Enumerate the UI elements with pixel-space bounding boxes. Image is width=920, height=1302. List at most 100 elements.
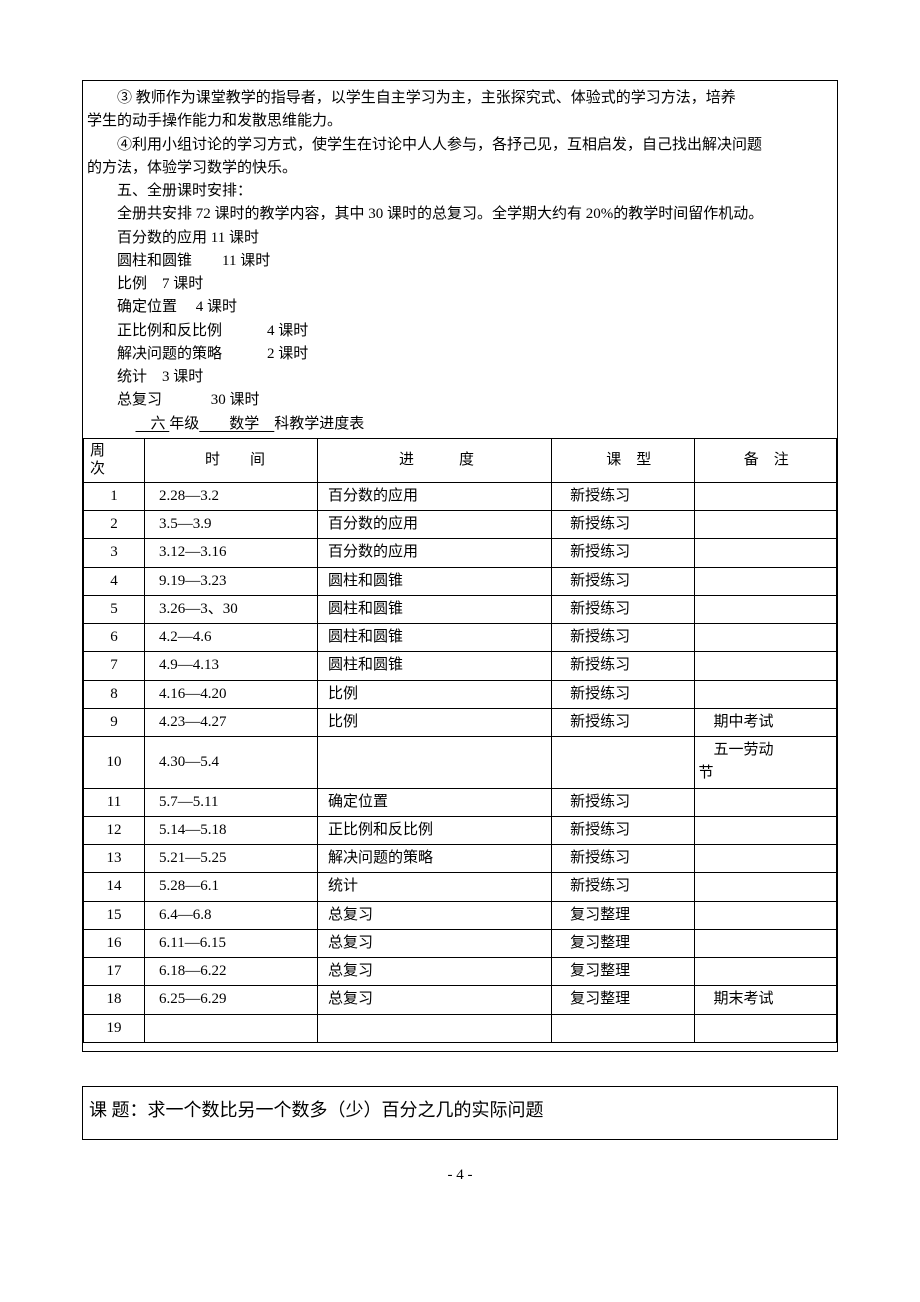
cell-type: 复习整理 xyxy=(552,958,694,986)
cell-time: 5.21—5.25 xyxy=(145,845,318,873)
cell-progress xyxy=(318,1014,552,1042)
cell-time: 4.30—5.4 xyxy=(145,737,318,789)
col-header-week: 周次 xyxy=(84,438,145,482)
cell-note xyxy=(694,567,836,595)
cell-progress: 正比例和反比例 xyxy=(318,816,552,844)
table-row: 145.28—6.1统计新授练习 xyxy=(84,873,837,901)
cell-type: 新授练习 xyxy=(552,873,694,901)
col-header-time: 时 间 xyxy=(145,438,318,482)
cell-week: 17 xyxy=(84,958,145,986)
cell-time: 2.28—3.2 xyxy=(145,482,318,510)
cell-week: 8 xyxy=(84,680,145,708)
cell-time: 3.26—3、30 xyxy=(145,595,318,623)
cell-time: 6.18—6.22 xyxy=(145,958,318,986)
cell-progress: 总复习 xyxy=(318,929,552,957)
lesson-topic-box: 课 题：求一个数比另一个数多（少）百分之几的实际问题 xyxy=(82,1086,838,1140)
cell-week: 11 xyxy=(84,788,145,816)
cell-week: 4 xyxy=(84,567,145,595)
cell-progress: 解决问题的策略 xyxy=(318,845,552,873)
cell-progress: 确定位置 xyxy=(318,788,552,816)
document-page: ③ 教师作为课堂教学的指导者，以学生自主学习为主，主张探究式、体验式的学习方法，… xyxy=(0,0,920,1227)
table-row: 176.18—6.22总复习复习整理 xyxy=(84,958,837,986)
paragraph-4-cont: 的方法，体验学习数学的快乐。 xyxy=(83,157,837,180)
cell-progress: 比例 xyxy=(318,708,552,736)
cell-progress: 百分数的应用 xyxy=(318,482,552,510)
cell-week: 15 xyxy=(84,901,145,929)
cell-note xyxy=(694,511,836,539)
cell-week: 7 xyxy=(84,652,145,680)
paragraph-4: ④利用小组讨论的学习方式，使学生在讨论中人人参与，各抒己见，互相启发，自己找出解… xyxy=(83,134,837,157)
cell-week: 3 xyxy=(84,539,145,567)
table-row: 23.5—3.9百分数的应用新授练习 xyxy=(84,511,837,539)
cell-time: 9.19—3.23 xyxy=(145,567,318,595)
paragraph-3: ③ 教师作为课堂教学的指导者，以学生自主学习为主，主张探究式、体验式的学习方法，… xyxy=(83,87,837,110)
schedule-grade-suffix: 年级 xyxy=(169,416,199,432)
cell-time xyxy=(145,1014,318,1042)
cell-time: 3.12—3.16 xyxy=(145,539,318,567)
cell-progress: 总复习 xyxy=(318,986,552,1014)
cell-time: 4.23—4.27 xyxy=(145,708,318,736)
cell-progress: 圆柱和圆锥 xyxy=(318,624,552,652)
heading-5: 五、全册课时安排： xyxy=(83,180,837,203)
cell-note xyxy=(694,901,836,929)
table-row: 53.26—3、30圆柱和圆锥新授练习 xyxy=(84,595,837,623)
cell-progress: 百分数的应用 xyxy=(318,539,552,567)
cell-week: 10 xyxy=(84,737,145,789)
cell-note xyxy=(694,539,836,567)
table-row: 115.7—5.11确定位置新授练习 xyxy=(84,788,837,816)
cell-type: 新授练习 xyxy=(552,816,694,844)
table-row: 156.4—6.8总复习复习整理 xyxy=(84,901,837,929)
paragraph-3-cont: 学生的动手操作能力和发散思维能力。 xyxy=(83,110,837,133)
cell-time: 4.9—4.13 xyxy=(145,652,318,680)
table-row: 125.14—5.18正比例和反比例新授练习 xyxy=(84,816,837,844)
cell-week: 9 xyxy=(84,708,145,736)
cell-type: 新授练习 xyxy=(552,511,694,539)
cell-type: 新授练习 xyxy=(552,595,694,623)
cell-progress: 圆柱和圆锥 xyxy=(318,652,552,680)
cell-progress: 总复习 xyxy=(318,958,552,986)
schedule-table: 周次时 间进 度课 型备 注12.28—3.2百分数的应用新授练习23.5—3.… xyxy=(83,438,837,1043)
cell-week: 5 xyxy=(84,595,145,623)
table-row: 12.28—3.2百分数的应用新授练习 xyxy=(84,482,837,510)
cell-time: 4.2—4.6 xyxy=(145,624,318,652)
cell-week: 1 xyxy=(84,482,145,510)
table-row: 19 xyxy=(84,1014,837,1042)
cell-type: 复习整理 xyxy=(552,901,694,929)
arrangement-item-8: 总复习 30 课时 xyxy=(83,389,837,412)
cell-type: 新授练习 xyxy=(552,680,694,708)
cell-type: 新授练习 xyxy=(552,624,694,652)
cell-time: 5.28—6.1 xyxy=(145,873,318,901)
cell-type: 新授练习 xyxy=(552,567,694,595)
cell-type: 新授练习 xyxy=(552,539,694,567)
table-header-row: 周次时 间进 度课 型备 注 xyxy=(84,438,837,482)
table-row: 49.19—3.23圆柱和圆锥新授练习 xyxy=(84,567,837,595)
cell-note xyxy=(694,845,836,873)
arrangement-item-4: 确定位置 4 课时 xyxy=(83,296,837,319)
arrangement-overall: 全册共安排 72 课时的教学内容，其中 30 课时的总复习。全学期大约有 20%… xyxy=(83,203,837,226)
table-row: 74.9—4.13圆柱和圆锥新授练习 xyxy=(84,652,837,680)
cell-note: 五一劳动节 xyxy=(694,737,836,789)
cell-note xyxy=(694,482,836,510)
cell-type: 新授练习 xyxy=(552,788,694,816)
content-box: ③ 教师作为课堂教学的指导者，以学生自主学习为主，主张探究式、体验式的学习方法，… xyxy=(82,80,838,1052)
cell-week: 18 xyxy=(84,986,145,1014)
cell-week: 19 xyxy=(84,1014,145,1042)
cell-progress: 圆柱和圆锥 xyxy=(318,595,552,623)
cell-note xyxy=(694,929,836,957)
schedule-subject: 数学 xyxy=(199,416,274,432)
cell-progress: 圆柱和圆锥 xyxy=(318,567,552,595)
table-row: 166.11—6.15总复习复习整理 xyxy=(84,929,837,957)
cell-time: 6.11—6.15 xyxy=(145,929,318,957)
page-number: - 4 - xyxy=(82,1164,838,1187)
cell-type: 新授练习 xyxy=(552,845,694,873)
cell-week: 14 xyxy=(84,873,145,901)
cell-note xyxy=(694,873,836,901)
cell-type: 复习整理 xyxy=(552,986,694,1014)
cell-time: 6.4—6.8 xyxy=(145,901,318,929)
cell-type: 新授练习 xyxy=(552,652,694,680)
col-header-note: 备 注 xyxy=(694,438,836,482)
table-row: 64.2—4.6圆柱和圆锥新授练习 xyxy=(84,624,837,652)
cell-note xyxy=(694,1014,836,1042)
cell-time: 6.25—6.29 xyxy=(145,986,318,1014)
cell-time: 3.5—3.9 xyxy=(145,511,318,539)
